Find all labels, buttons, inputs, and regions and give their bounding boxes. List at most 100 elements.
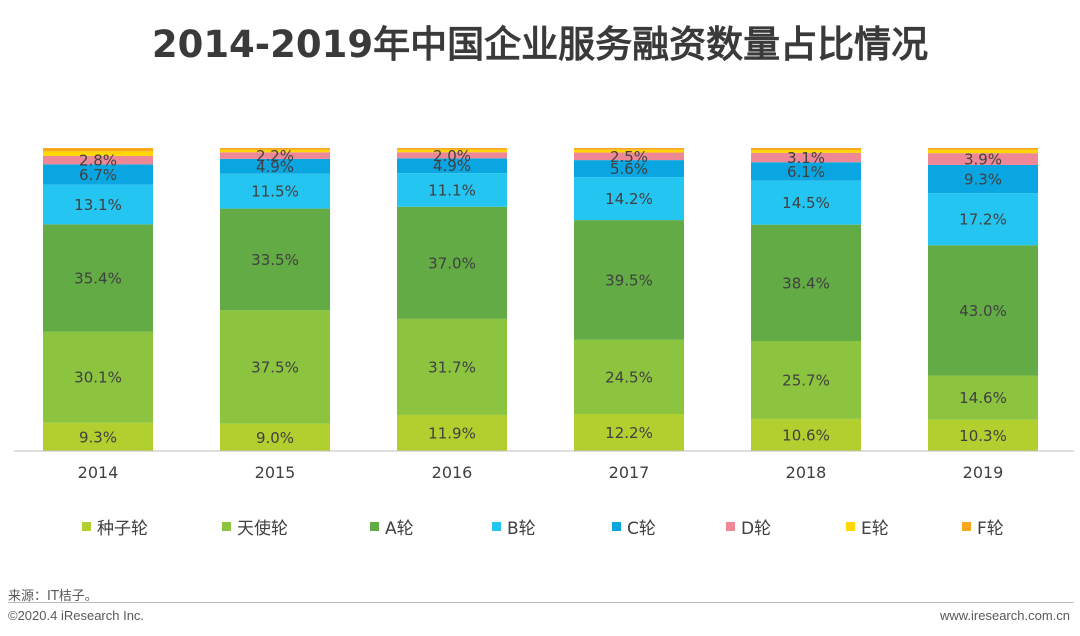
bar-segment-2014-s2: [43, 224, 153, 332]
data-label-2019-s5: 3.9%: [964, 151, 1002, 169]
legend-item-3: B轮: [492, 512, 536, 540]
legend-swatch: [726, 521, 735, 531]
bar-segment-2017-s5: [574, 152, 684, 161]
data-label-2019-s3: 17.2%: [959, 211, 1007, 229]
x-tick-label-2017: 2017: [609, 463, 650, 482]
data-label-2018-s5: 3.1%: [787, 149, 825, 167]
bar-segment-2014-s6: [43, 151, 153, 156]
bar-segment-2017-s6: [574, 149, 684, 153]
data-label-2017-s5: 2.5%: [610, 148, 648, 166]
bar-segment-2016-s0: [397, 414, 507, 451]
data-label-2015-s4: 4.9%: [256, 158, 294, 176]
data-label-2015-s5: 2.2%: [256, 147, 294, 165]
bar-segment-2019-s2: [928, 245, 1038, 376]
bar-segment-2019-s0: [928, 419, 1038, 451]
data-label-2014-s1: 30.1%: [74, 369, 122, 387]
data-label-2016-s4: 4.9%: [433, 157, 471, 175]
data-label-2017-s3: 14.2%: [605, 190, 653, 208]
x-tick-label-2019: 2019: [963, 463, 1004, 482]
data-labels-layer: 9.3% 30.1% 35.4% 13.1% 6.7%2.8% 9.0% 37.5% 33.5…: [74, 147, 1007, 447]
data-label-2019-s2: 43.0%: [959, 302, 1007, 320]
legend-swatch: [846, 521, 855, 531]
data-label-2019-s0: 10.3%: [959, 427, 1007, 445]
bar-segment-2017-s4: [574, 160, 684, 178]
legend-item-5: D轮: [726, 512, 771, 540]
x-tick-label-2016: 2016: [432, 463, 473, 482]
website-text: www.iresearch.com.cn: [939, 608, 1070, 623]
data-label-2014-s5: 2.8%: [79, 152, 117, 170]
x-tick-label-2015: 2015: [255, 463, 296, 482]
bar-segment-2016-s6: [397, 149, 507, 153]
data-label-2016-s1: 31.7%: [428, 358, 476, 376]
data-label-2016-s2: 37.0%: [428, 254, 476, 272]
bar-segment-2018-s7: [751, 148, 861, 151]
data-label-2018-s2: 38.4%: [782, 274, 830, 292]
copyright-text: ©2020.4 iResearch Inc.: [8, 608, 145, 623]
data-label-2016-s5: 2.0%: [433, 147, 471, 165]
data-label-2018-s4: 6.1%: [787, 163, 825, 181]
bar-segment-2019-s6: [928, 149, 1038, 154]
bar-segment-2016-s4: [397, 158, 507, 174]
bar-segment-2018-s1: [751, 341, 861, 419]
legend-label: 种子轮: [97, 518, 148, 539]
data-label-2017-s0: 12.2%: [605, 424, 653, 442]
legend-swatch: [370, 521, 379, 531]
x-tick-labels: 2014 2015 2016 2017 2018 2019: [78, 463, 1004, 482]
legend-swatch: [612, 521, 621, 531]
legend-item-1: 天使轮: [222, 512, 288, 540]
legend-label: 天使轮: [237, 518, 288, 539]
bar-segment-2016-s2: [397, 206, 507, 319]
data-label-2014-s2: 35.4%: [74, 269, 122, 287]
data-label-2015-s0: 9.0%: [256, 429, 294, 447]
footer-divider: [8, 602, 1074, 603]
legend-swatch: [222, 521, 231, 531]
data-label-2018-s1: 25.7%: [782, 371, 830, 389]
data-label-2016-s3: 11.1%: [428, 181, 476, 199]
legend-item-4: C轮: [612, 512, 656, 540]
bar-segment-2014-s1: [43, 331, 153, 423]
bar-segment-2015-s3: [220, 173, 330, 209]
legend-label: A轮: [385, 518, 414, 539]
bar-segment-2017-s3: [574, 177, 684, 221]
bar-segment-2019-s5: [928, 153, 1038, 165]
bar-segment-2015-s1: [220, 310, 330, 424]
bar-segment-2016-s5: [397, 152, 507, 159]
data-label-2017-s1: 24.5%: [605, 368, 653, 386]
data-label-2016-s0: 11.9%: [428, 424, 476, 442]
bar-segment-2016-s1: [397, 318, 507, 415]
data-label-2015-s2: 33.5%: [251, 251, 299, 269]
legend: 种子轮 天使轮 A轮 B轮 C轮 D轮 E轮 F轮: [0, 512, 1080, 540]
bar-segment-2014-s3: [43, 184, 153, 225]
bar-segment-2015-s7: [220, 148, 330, 150]
bar-segment-2017-s0: [574, 414, 684, 451]
bar-segment-2015-s6: [220, 149, 330, 153]
bar-segment-2014-s5: [43, 155, 153, 165]
data-label-2018-s0: 10.6%: [782, 426, 830, 444]
legend-swatch: [82, 521, 91, 531]
x-tick-label-2018: 2018: [786, 463, 827, 482]
data-label-2017-s4: 5.6%: [610, 160, 648, 178]
data-label-2014-s3: 13.1%: [74, 196, 122, 214]
data-label-2015-s3: 11.5%: [251, 183, 299, 201]
legend-item-0: 种子轮: [82, 512, 148, 540]
data-label-2019-s1: 14.6%: [959, 389, 1007, 407]
data-label-2017-s2: 39.5%: [605, 271, 653, 289]
legend-label: F轮: [977, 518, 1004, 539]
bar-segment-2018-s2: [751, 224, 861, 342]
data-label-2014-s4: 6.7%: [79, 166, 117, 184]
bar-segment-2018-s4: [751, 162, 861, 181]
bar-segment-2014-s0: [43, 422, 153, 451]
bar-segment-2016-s3: [397, 173, 507, 207]
bar-segment-2017-s1: [574, 339, 684, 415]
x-tick-label-2014: 2014: [78, 463, 119, 482]
legend-swatch: [962, 521, 971, 531]
bar-segment-2018-s6: [751, 150, 861, 153]
data-label-2018-s3: 14.5%: [782, 194, 830, 212]
legend-label: D轮: [741, 518, 772, 539]
data-label-2014-s0: 9.3%: [79, 428, 117, 446]
stacked-bar-chart: 9.3% 30.1% 35.4% 13.1% 6.7%2.8% 9.0% 37.5% 33.5…: [14, 147, 1074, 482]
bar-segment-2014-s4: [43, 164, 153, 185]
legend-item-2: A轮: [370, 512, 414, 540]
source-note: 来源：IT桔子。: [8, 589, 98, 604]
legend-swatch: [492, 521, 501, 531]
